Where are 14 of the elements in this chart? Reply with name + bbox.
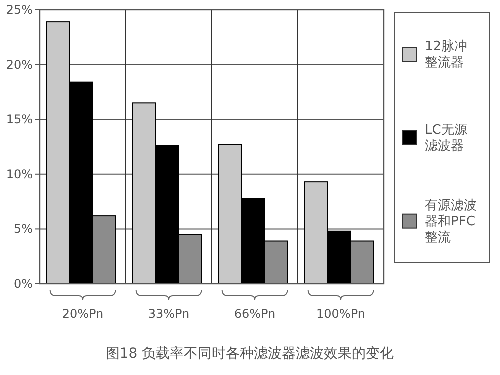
x-tick-label: 66%Pn [234,307,276,321]
y-tick-label: 10% [6,167,33,182]
x-tick-label: 20%Pn [62,307,104,321]
x-tick-label: 33%Pn [148,307,190,321]
text: 图18 负载率不同时各种滤波器滤波效果的变化 [106,346,394,362]
legend-label: LC无源滤波器 [425,123,468,154]
y-tick-label: 20% [6,58,33,72]
legend-label: 有源滤波器和PFC整流 [425,198,477,246]
y-tick-label: 5% [14,222,33,236]
legend-label: 12脉冲整流器 [425,40,468,71]
y-tick-label: 15% [6,112,33,127]
y-tick-label: 25% [6,3,33,17]
y-tick-label: 0% [14,277,33,291]
x-tick-label: 100%Pn [316,307,366,321]
